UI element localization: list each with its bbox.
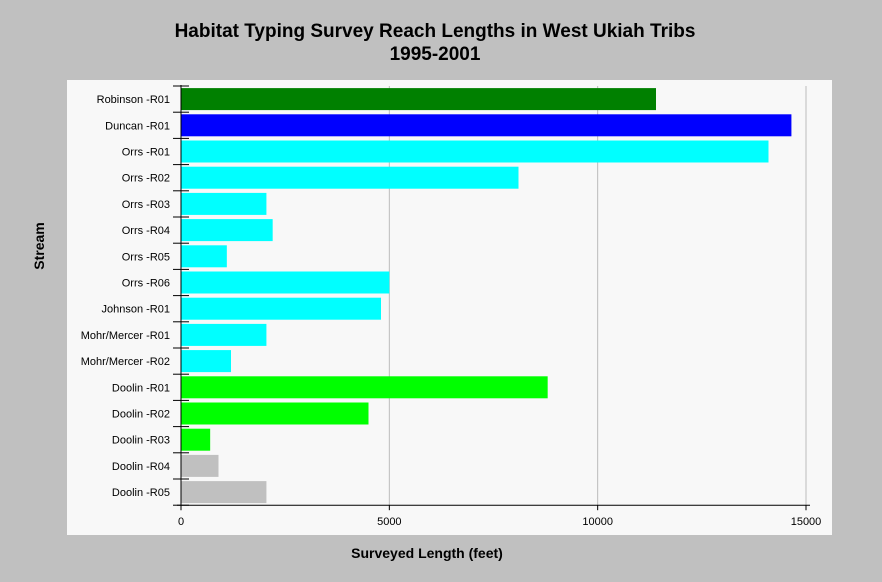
bar: [181, 454, 219, 477]
bar: [181, 428, 211, 451]
y-tick-label: Orrs -R05: [122, 251, 170, 263]
bar: [181, 323, 267, 346]
bar: [181, 114, 792, 137]
y-tick-label: Doolin -R04: [112, 461, 170, 473]
chart-title: Habitat Typing Survey Reach Lengths in W…: [0, 20, 870, 66]
y-tick-label: Johnson -R01: [102, 304, 171, 316]
chart-title-line2: 1995-2001: [389, 44, 481, 65]
bar: [181, 297, 381, 320]
y-tick-label: Mohr/Mercer -R01: [81, 330, 170, 342]
y-tick-label: Orrs -R03: [122, 199, 170, 211]
y-tick-label: Mohr/Mercer -R02: [81, 356, 170, 368]
y-tick-label: Doolin -R02: [112, 409, 170, 421]
y-tick-label: Orrs -R02: [122, 173, 170, 185]
y-tick-label: Doolin -R01: [112, 382, 170, 394]
bar: [181, 166, 519, 189]
bars: [181, 88, 792, 504]
y-tick-label: Robinson -R01: [97, 94, 170, 106]
bar: [181, 402, 369, 425]
y-tick-label: Doolin -R03: [112, 435, 170, 447]
bar: [181, 140, 769, 163]
bar: [181, 192, 267, 215]
x-axis-title: Surveyed Length (feet): [351, 545, 503, 561]
y-tick-label: Duncan -R01: [105, 120, 170, 132]
y-tick-label: Orrs -R01: [122, 147, 170, 159]
x-tick-labels: 0 5000 10000 15000: [178, 516, 821, 528]
chart-title-line1: Habitat Typing Survey Reach Lengths in W…: [174, 21, 696, 42]
bar: [181, 350, 231, 373]
x-tick-label: 15000: [791, 516, 822, 528]
bar: [181, 481, 267, 504]
axes: [173, 85, 810, 511]
bar: [181, 245, 227, 268]
bar: [181, 219, 273, 242]
x-tick-label: 5000: [377, 516, 401, 528]
y-tick-label: Doolin -R05: [112, 487, 170, 499]
y-tick-label: Orrs -R04: [122, 225, 170, 237]
bar: [181, 88, 656, 111]
y-tick-label: Orrs -R06: [122, 278, 170, 290]
x-tick-label: 10000: [582, 516, 613, 528]
bar: [181, 271, 390, 294]
y-tick-labels: Robinson -R01 Duncan -R01 Orrs -R01 Orrs -R…: [81, 94, 170, 499]
x-tick-label: 0: [178, 516, 184, 528]
y-axis-title: Stream: [31, 222, 47, 269]
bar: [181, 376, 548, 399]
